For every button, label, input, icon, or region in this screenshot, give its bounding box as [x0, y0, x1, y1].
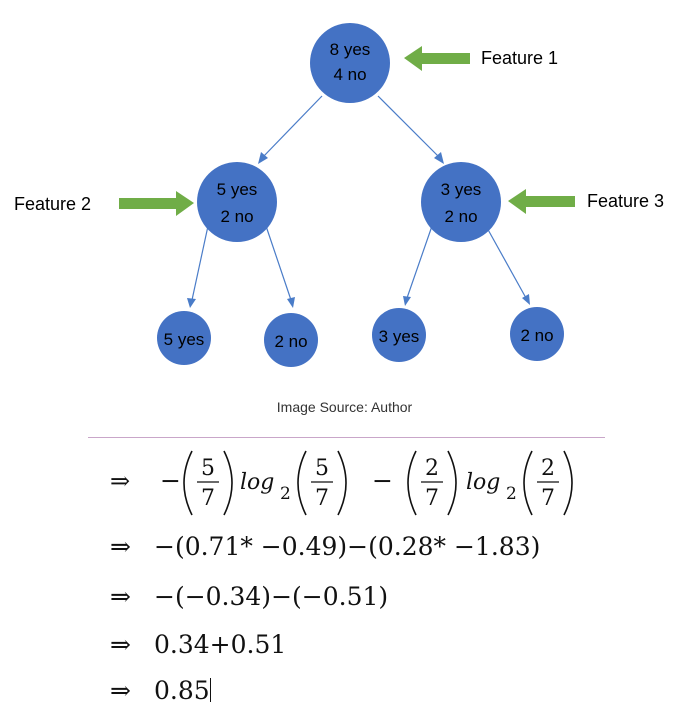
eq1-minus: − — [160, 466, 181, 495]
eq1-frac2-numerator: 5 — [315, 456, 329, 481]
eq1-frac3-denominator: 7 — [425, 486, 439, 511]
feature-3-label: Feature 3 — [587, 191, 664, 211]
equation-line-1: ⇒ − 5 7 log 2 5 7 − 2 7 log 2 2 7 — [110, 450, 573, 516]
left-node-yes-label: 5 yes — [217, 180, 258, 199]
divider-line — [88, 437, 605, 438]
eq1-frac4-numerator: 2 — [541, 456, 555, 481]
leaf-node-3 — [372, 308, 426, 362]
leaf-node-3-label: 3 yes — [379, 327, 420, 346]
eq1-paren-close-4 — [563, 450, 573, 516]
right-node — [421, 162, 501, 242]
decision-tree-diagram: 8 yes 4 no 5 yes 2 no 3 yes 2 no 5 yes 2… — [14, 23, 664, 367]
implies-symbol-4: ⇒ — [110, 630, 131, 659]
left-node-no-label: 2 no — [220, 207, 253, 226]
implies-symbol-3: ⇒ — [110, 582, 131, 611]
leaf-node-1 — [157, 311, 211, 365]
implies-symbol-2: ⇒ — [110, 532, 131, 561]
edge-left-leaf2 — [265, 225, 292, 301]
eq1-paren-open-2 — [297, 450, 307, 516]
edge-right-leaf4 — [485, 225, 527, 299]
eq1-frac1-denominator: 7 — [201, 486, 215, 511]
leaf-node-2-label: 2 no — [274, 332, 307, 351]
root-node-no-label: 4 no — [333, 65, 366, 84]
eq1-frac4-denominator: 7 — [541, 486, 555, 511]
edge-right-leaf3-arrowhead — [403, 296, 411, 306]
equation-3-text: −(−0.34)−(−0.51) — [154, 582, 389, 611]
implies-symbol-5: ⇒ — [110, 676, 131, 705]
eq1-paren-close-2 — [337, 450, 347, 516]
edge-root-left — [261, 95, 323, 159]
equation-4-text: 0.34+0.51 — [154, 630, 287, 659]
eq1-frac1-numerator: 5 — [201, 456, 215, 481]
edge-left-leaf2-arrowhead — [287, 297, 295, 308]
feature-2-arrow-icon — [119, 191, 194, 216]
equation-line-3: ⇒ −(−0.34)−(−0.51) — [110, 582, 388, 611]
image-caption: Image Source: Author — [276, 399, 413, 415]
feature-2-label: Feature 2 — [14, 194, 91, 214]
feature-1-label: Feature 1 — [481, 48, 558, 68]
eq1-paren-close-1 — [223, 450, 233, 516]
leaf-node-2 — [264, 313, 318, 367]
equation-5-text: 0.85 — [154, 676, 210, 705]
feature-1-arrow-icon — [404, 46, 470, 71]
eq1-frac3-numerator: 2 — [425, 456, 439, 481]
equation-line-5: ⇒ 0.85 — [110, 676, 211, 705]
right-node-no-label: 2 no — [444, 207, 477, 226]
implies-symbol-1: ⇒ — [110, 467, 130, 495]
edge-root-right-arrowhead — [434, 152, 444, 164]
text-cursor — [209, 678, 211, 702]
eq1-paren-open-3 — [407, 450, 417, 516]
edge-right-leaf3 — [406, 225, 433, 299]
eq1-frac2-denominator: 7 — [315, 486, 329, 511]
eq1-minus-2: − — [372, 466, 393, 495]
equation-line-4: ⇒ 0.34+0.51 — [110, 630, 286, 659]
edge-left-leaf1-arrowhead — [187, 298, 196, 308]
equation-2-text: −(0.71* −0.49)−(0.28* −1.83) — [154, 532, 541, 561]
eq1-log-base-2: 2 — [506, 484, 517, 504]
equation-line-2: ⇒ −(0.71* −0.49)−(0.28* −1.83) — [110, 532, 540, 561]
edge-root-left-arrowhead — [258, 152, 268, 164]
eq1-log-1: log — [240, 470, 274, 495]
eq1-paren-open-1 — [183, 450, 193, 516]
eq1-log-2: log — [466, 470, 500, 495]
left-node — [197, 162, 277, 242]
leaf-node-4-label: 2 no — [520, 326, 553, 345]
leaf-node-4 — [510, 307, 564, 361]
leaf-node-1-label: 5 yes — [164, 330, 205, 349]
eq1-paren-open-4 — [523, 450, 533, 516]
root-node-yes-label: 8 yes — [330, 40, 371, 59]
eq1-log-base-1: 2 — [280, 484, 291, 504]
eq1-paren-close-3 — [447, 450, 457, 516]
edge-right-leaf4-arrowhead — [522, 294, 530, 305]
root-node — [310, 23, 390, 103]
edge-root-right — [377, 95, 441, 159]
right-node-yes-label: 3 yes — [441, 180, 482, 199]
feature-3-arrow-icon — [508, 189, 575, 214]
edge-left-leaf1 — [191, 225, 209, 301]
